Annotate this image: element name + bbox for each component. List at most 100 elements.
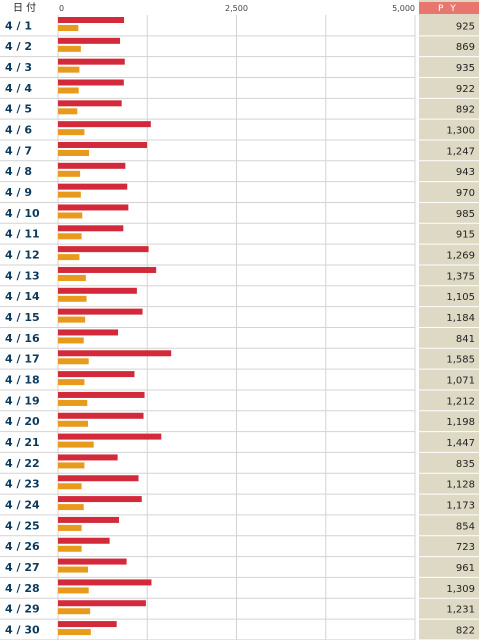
py-value-label: 922 [456, 84, 475, 95]
py-value-label: 892 [456, 105, 475, 116]
category-label: 4 / 12 [5, 249, 40, 262]
py-value-label: 1,212 [446, 396, 475, 407]
bar-primary [58, 496, 142, 503]
bar-primary [58, 58, 125, 65]
py-value-label: 915 [456, 230, 475, 241]
category-label: 4 / 5 [5, 103, 32, 116]
bar-primary [58, 121, 151, 128]
bar-primary [58, 37, 121, 44]
py-value-label: 1,269 [446, 251, 475, 262]
bar-secondary [58, 608, 91, 615]
py-value-label: 935 [456, 63, 475, 74]
bar-primary [58, 100, 122, 107]
category-label: 4 / 3 [5, 61, 32, 74]
py-value-label: 1,247 [446, 146, 475, 157]
bar-secondary [58, 379, 85, 386]
bar-secondary [58, 483, 82, 490]
category-label: 4 / 11 [5, 228, 40, 241]
bar-primary [58, 246, 149, 253]
category-label: 4 / 23 [5, 478, 40, 491]
bar-primary [58, 621, 117, 628]
bar-primary [58, 475, 139, 482]
bar-secondary [58, 295, 87, 302]
py-value-label: 1,105 [446, 292, 475, 303]
category-label: 4 / 8 [5, 165, 32, 178]
tick-label: 0 [59, 4, 64, 13]
bar-secondary [58, 545, 82, 552]
py-header-background [419, 2, 479, 14]
py-value-label: 970 [456, 188, 475, 199]
bar-secondary [58, 212, 83, 219]
py-value-label: 1,447 [446, 438, 475, 449]
bar-secondary [58, 45, 81, 52]
bar-primary [58, 308, 143, 315]
py-header: P Y [438, 4, 458, 14]
bar-primary [58, 266, 157, 273]
category-label: 4 / 18 [5, 374, 40, 387]
bar-secondary [58, 504, 84, 511]
bar-secondary [58, 358, 89, 365]
py-value-label: 925 [456, 21, 475, 32]
bar-secondary [58, 629, 91, 636]
bar-primary [58, 287, 137, 294]
bar-secondary [58, 337, 84, 344]
category-label: 4 / 4 [5, 82, 32, 95]
py-value-label: 869 [456, 42, 475, 53]
category-label: 4 / 26 [5, 540, 40, 553]
py-value-label: 1,375 [446, 271, 475, 282]
py-value-label: 1,128 [446, 480, 475, 491]
py-value-label: 841 [456, 334, 475, 345]
bar-secondary [58, 108, 78, 115]
bar-secondary [58, 274, 86, 281]
category-label: 4 / 15 [5, 311, 40, 324]
bar-secondary [58, 191, 81, 198]
bar-secondary [58, 587, 89, 594]
bar-primary [58, 433, 162, 440]
category-label: 4 / 7 [5, 144, 32, 157]
category-label: 4 / 24 [5, 499, 40, 512]
bar-secondary [58, 149, 90, 156]
bar-secondary [58, 254, 80, 261]
bar-primary [58, 350, 172, 357]
category-label: 4 / 17 [5, 353, 40, 366]
bar-primary [58, 183, 128, 190]
bar-secondary [58, 524, 82, 531]
category-label: 4 / 20 [5, 415, 40, 428]
py-value-label: 854 [456, 521, 475, 532]
category-label: 4 / 22 [5, 457, 40, 470]
bar-secondary [58, 25, 79, 31]
bar-secondary [58, 316, 86, 323]
category-label: 4 / 6 [5, 124, 32, 137]
category-label: 4 / 10 [5, 207, 40, 220]
bar-primary [58, 141, 148, 148]
py-value-label: 1,300 [446, 126, 475, 137]
category-label: 4 / 9 [5, 186, 32, 199]
py-value-label: 1,071 [446, 376, 475, 387]
bar-secondary [58, 233, 82, 240]
category-label: 4 / 28 [5, 582, 40, 595]
tick-label: 5,000 [392, 4, 415, 13]
chart-rows: 4 / 1 925 4 / 2 869 4 / 3 935 4 / 4 922 4 / 5 892… [0, 17, 479, 640]
category-label: 4 / 1 [5, 19, 32, 32]
py-value-label: 723 [456, 542, 475, 553]
bar-secondary [58, 66, 80, 73]
date-header: 日 付 [13, 1, 36, 14]
bar-primary [58, 537, 110, 544]
py-value-label: 822 [456, 625, 475, 636]
bar-primary [58, 17, 125, 23]
category-label: 4 / 25 [5, 519, 40, 532]
bar-primary [58, 79, 124, 86]
bar-secondary [58, 420, 88, 427]
bar-secondary [58, 129, 85, 136]
bar-primary [58, 204, 129, 211]
tick-label: 2,500 [225, 4, 248, 13]
bar-primary [58, 600, 146, 607]
bar-primary [58, 579, 152, 586]
py-value-label: 943 [456, 167, 475, 178]
py-value-label: 985 [456, 209, 475, 220]
bar-primary [58, 391, 145, 398]
category-label: 4 / 13 [5, 269, 40, 282]
axis-ticks: 0 2,500 5,000 [59, 4, 415, 13]
